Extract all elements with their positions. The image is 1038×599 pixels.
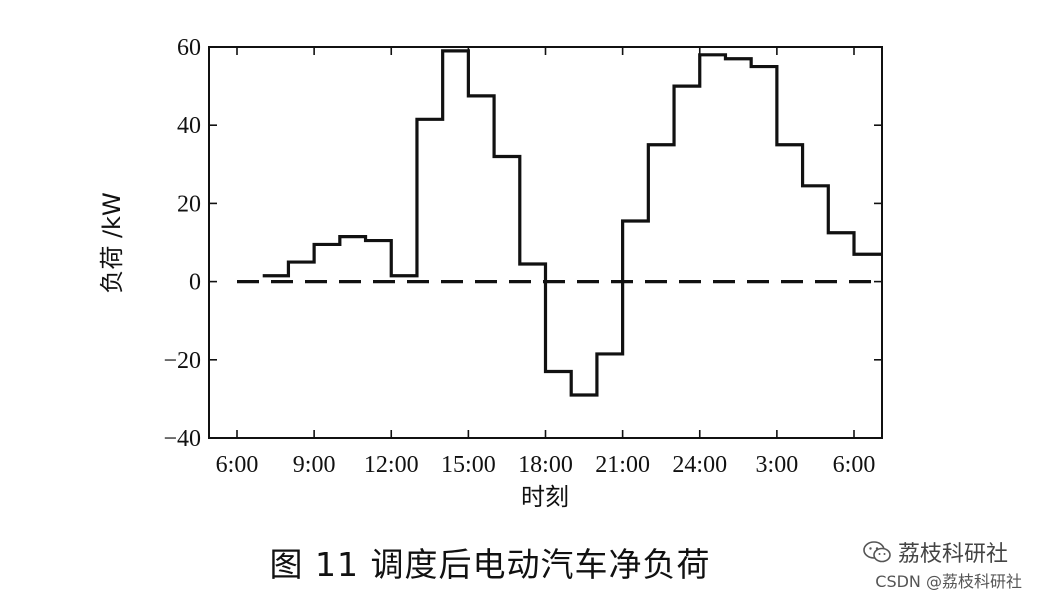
y-tick-label: −40 — [163, 426, 201, 452]
watermark: 荔枝科研社 — [862, 536, 1008, 568]
wechat-icon — [863, 541, 891, 563]
x-tick-label: 3:00 — [756, 452, 799, 478]
x-tick-label: 21:00 — [595, 452, 650, 478]
x-tick-label: 6:00 — [216, 452, 259, 478]
x-axis-label: 时刻 — [521, 483, 569, 511]
watermark-sub: CSDN @荔枝科研社 — [875, 572, 1022, 591]
y-tick-label: −20 — [163, 348, 201, 374]
y-tick-label: 20 — [177, 191, 201, 217]
x-tick-label: 6:00 — [833, 452, 876, 478]
x-tick-label: 15:00 — [441, 452, 496, 478]
x-tick-label: 9:00 — [293, 452, 336, 478]
series-layer — [237, 49, 882, 397]
x-tick-label: 24:00 — [672, 452, 727, 478]
chart: 60 40 20 0 −20 −40 6:00 9:00 12:00 15:00 18:00 21:… — [98, 35, 883, 511]
x-tick-label: 18:00 — [518, 452, 573, 478]
figure-caption: 图 11 调度后电动汽车净负荷 — [269, 545, 711, 584]
y-axis-label: 负荷 /kW — [98, 192, 126, 293]
x-tick-label: 12:00 — [364, 452, 419, 478]
y-tick-label: 0 — [189, 270, 201, 296]
y-tick-label: 40 — [177, 113, 201, 139]
net-load-series — [262, 49, 882, 397]
watermark-text: 荔枝科研社 — [897, 542, 1008, 567]
y-tick-label: 60 — [177, 35, 201, 61]
plot-frame — [208, 46, 883, 439]
y-axis-ticks: 60 40 20 0 −20 −40 — [163, 35, 882, 452]
x-axis-ticks: 6:00 9:00 12:00 15:00 18:00 21:00 24:00 3:00 6:0… — [216, 47, 876, 478]
